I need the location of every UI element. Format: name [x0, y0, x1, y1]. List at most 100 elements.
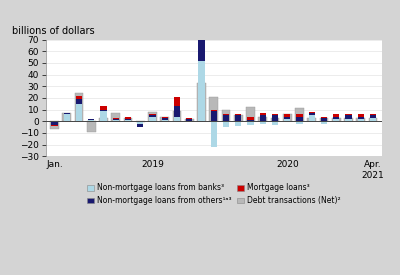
- Bar: [75, 93, 84, 121]
- Bar: [260, 116, 266, 121]
- Bar: [100, 106, 107, 110]
- Bar: [283, 114, 292, 121]
- Bar: [76, 104, 82, 121]
- Bar: [272, 114, 278, 115]
- Bar: [358, 114, 364, 117]
- Bar: [149, 117, 156, 121]
- Bar: [113, 119, 119, 120]
- Bar: [260, 121, 266, 123]
- Bar: [272, 121, 278, 125]
- Bar: [100, 111, 107, 121]
- Bar: [307, 118, 316, 121]
- Bar: [174, 97, 180, 106]
- Bar: [223, 121, 229, 127]
- Bar: [344, 118, 353, 121]
- Bar: [308, 116, 315, 121]
- Bar: [234, 116, 243, 121]
- Bar: [185, 119, 194, 121]
- Bar: [64, 113, 70, 114]
- Bar: [99, 118, 108, 121]
- Bar: [284, 117, 290, 119]
- Bar: [51, 125, 58, 126]
- Bar: [210, 111, 217, 121]
- Bar: [210, 110, 217, 111]
- Bar: [308, 112, 315, 113]
- Bar: [370, 116, 376, 118]
- Bar: [308, 113, 315, 116]
- Bar: [137, 121, 144, 123]
- Bar: [235, 114, 242, 115]
- Bar: [62, 113, 71, 121]
- Bar: [247, 120, 254, 121]
- Bar: [333, 117, 340, 119]
- Bar: [124, 118, 132, 121]
- Bar: [197, 83, 206, 121]
- Bar: [270, 118, 280, 121]
- Bar: [198, 23, 205, 31]
- Bar: [162, 117, 168, 118]
- Bar: [148, 112, 157, 121]
- Bar: [296, 121, 303, 123]
- Bar: [333, 119, 340, 121]
- Bar: [174, 117, 180, 121]
- Bar: [87, 121, 96, 132]
- Bar: [50, 121, 59, 130]
- Bar: [345, 119, 352, 121]
- Bar: [235, 121, 242, 126]
- Legend: Non-mortgage loans from banks³, Non-mortgage loans from others¹ᵃ³, Mortgage loan: Non-mortgage loans from banks³, Non-mort…: [87, 183, 341, 205]
- Bar: [100, 110, 107, 111]
- Bar: [88, 119, 94, 120]
- Bar: [370, 118, 376, 121]
- Bar: [88, 120, 94, 121]
- Bar: [113, 120, 119, 121]
- Bar: [137, 123, 144, 127]
- Bar: [125, 117, 131, 119]
- Bar: [358, 117, 364, 119]
- Bar: [246, 107, 255, 121]
- Bar: [296, 114, 303, 117]
- Bar: [321, 118, 327, 121]
- Bar: [247, 121, 254, 125]
- Bar: [210, 121, 217, 147]
- Bar: [296, 117, 303, 121]
- Bar: [260, 113, 266, 116]
- Bar: [320, 118, 328, 121]
- Bar: [356, 118, 365, 121]
- Bar: [186, 118, 192, 119]
- Bar: [321, 121, 327, 123]
- Bar: [51, 121, 58, 122]
- Bar: [370, 114, 376, 115]
- Bar: [223, 116, 229, 121]
- Bar: [345, 116, 352, 119]
- Bar: [223, 114, 229, 115]
- Bar: [198, 31, 205, 60]
- Bar: [332, 118, 341, 121]
- Bar: [136, 121, 145, 122]
- Bar: [272, 116, 278, 121]
- Bar: [125, 119, 131, 120]
- Bar: [258, 117, 267, 121]
- Bar: [235, 116, 242, 121]
- Bar: [149, 114, 156, 115]
- Bar: [368, 118, 377, 121]
- Bar: [295, 108, 304, 121]
- Bar: [76, 96, 82, 99]
- Bar: [174, 106, 180, 117]
- Bar: [222, 110, 230, 121]
- Text: billions of dollars: billions of dollars: [12, 26, 95, 36]
- Bar: [173, 111, 182, 121]
- Bar: [125, 120, 131, 121]
- Bar: [198, 60, 205, 121]
- Bar: [333, 114, 340, 117]
- Bar: [345, 114, 352, 115]
- Bar: [51, 122, 58, 125]
- Bar: [284, 119, 290, 121]
- Bar: [186, 121, 192, 122]
- Bar: [162, 120, 168, 121]
- Bar: [321, 117, 327, 118]
- Bar: [160, 117, 169, 121]
- Bar: [247, 117, 254, 120]
- Bar: [76, 99, 82, 104]
- Bar: [111, 113, 120, 121]
- Bar: [113, 118, 119, 119]
